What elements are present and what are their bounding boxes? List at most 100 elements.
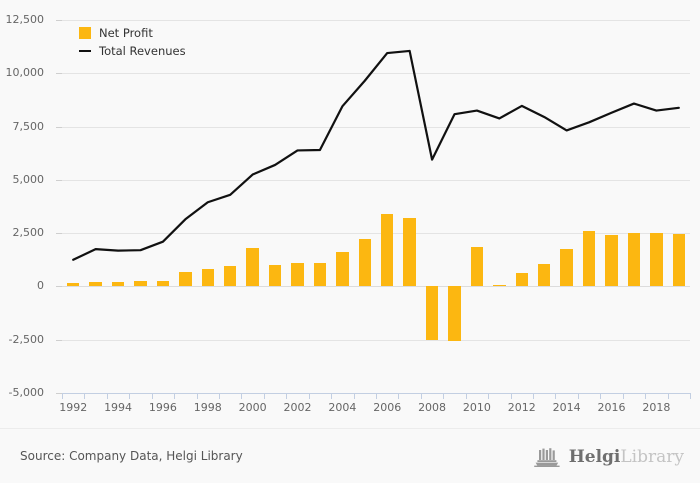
gridline-10000 [62, 73, 690, 75]
x-tick-mark-8 [241, 393, 243, 399]
x-tick-label-2010: 2010 [462, 401, 491, 414]
x-tick-label-2004: 2004 [328, 401, 357, 414]
bar-1992[interactable] [66, 283, 80, 287]
x-tick-mark-1 [84, 393, 86, 399]
bar-2015[interactable] [582, 231, 596, 287]
y-tick-label-2500: 2,500 [12, 226, 45, 240]
gridline--2500 [62, 339, 690, 341]
x-tick-label-2018: 2018 [642, 401, 671, 414]
bar-2013[interactable] [537, 264, 551, 287]
x-tick-mark-9 [263, 393, 265, 399]
bar-2000[interactable] [246, 248, 259, 287]
gridline-7500 [62, 126, 690, 128]
bar-2008[interactable] [425, 286, 439, 341]
brand-name-light: Library [620, 447, 684, 467]
bar-1993[interactable] [89, 281, 102, 287]
bar-2001[interactable] [268, 265, 282, 287]
x-tick-mark-27 [667, 393, 669, 399]
gridline-0 [62, 286, 690, 288]
bar-1996[interactable] [156, 281, 170, 287]
bar-2005[interactable] [358, 239, 372, 287]
x-tick-mark-13 [353, 393, 355, 399]
bar-2006[interactable] [380, 213, 394, 287]
x-tick-label-1994: 1994 [104, 401, 133, 414]
source-caption: Source: Company Data, Helgi Library [20, 449, 243, 463]
x-tick-label-1996: 1996 [148, 401, 177, 414]
x-tick-mark-19 [488, 393, 490, 399]
y-tick-mark-7500 [56, 126, 62, 128]
x-tick-mark-6 [196, 393, 198, 399]
x-tick-mark-24 [600, 393, 602, 399]
bar-1998[interactable] [201, 268, 215, 287]
x-tick-mark-12 [331, 393, 333, 399]
brand-wordmark: HelgiLibrary [569, 448, 684, 466]
bar-1997[interactable] [179, 271, 192, 287]
gridline-5000 [62, 179, 690, 181]
legend-item-total-revenues[interactable]: Total Revenues [79, 42, 186, 60]
bar-2011[interactable] [493, 285, 506, 287]
y-tick-label-5000: 5,000 [12, 172, 45, 186]
x-tick-mark-28 [690, 393, 691, 399]
bar-1999[interactable] [223, 265, 237, 287]
bar-2003[interactable] [313, 262, 327, 287]
total-revenues-line [72, 49, 680, 261]
x-tick-mark-0 [62, 393, 63, 399]
bar-2004[interactable] [336, 251, 349, 287]
y-tick-mark-0 [56, 286, 62, 288]
bar-2016[interactable] [605, 234, 618, 287]
x-tick-mark-15 [398, 393, 400, 399]
x-tick-mark-14 [376, 393, 377, 399]
x-tick-mark-10 [286, 393, 288, 399]
bar-1995[interactable] [134, 280, 147, 287]
x-tick-mark-21 [533, 393, 534, 399]
x-tick-mark-20 [510, 393, 512, 399]
x-tick-mark-22 [555, 393, 557, 399]
x-tick-mark-3 [129, 393, 131, 399]
y-tick-label-7500: 7,500 [12, 119, 45, 133]
gridline-2500 [62, 233, 690, 235]
y-tick-label-0: 0 [37, 279, 44, 293]
x-tick-mark-26 [645, 393, 647, 399]
bar-2012[interactable] [515, 273, 529, 287]
y-tick-label--2500: -2,500 [8, 332, 44, 346]
legend-label-net-profit: Net Profit [99, 26, 153, 40]
x-tick-label-2008: 2008 [418, 401, 447, 414]
footer-divider [0, 428, 700, 429]
bar-2007[interactable] [403, 217, 416, 287]
y-tick-mark-10000 [56, 73, 62, 75]
legend-swatch-square-icon [79, 27, 91, 39]
legend-item-net-profit[interactable]: Net Profit [79, 24, 186, 42]
bar-2017[interactable] [627, 232, 641, 287]
bar-2019[interactable] [672, 233, 686, 287]
x-tick-label-2000: 2000 [238, 401, 267, 414]
plot-area [56, 20, 690, 394]
x-tick-mark-16 [420, 393, 422, 399]
y-tick-mark--2500 [56, 339, 62, 341]
x-tick-label-1992: 1992 [59, 401, 88, 414]
legend-label-total-revenues: Total Revenues [99, 44, 186, 58]
x-tick-mark-5 [174, 393, 176, 399]
x-tick-mark-23 [577, 393, 579, 399]
x-tick-mark-4 [151, 393, 153, 399]
library-building-icon [533, 448, 560, 467]
y-tick-label-10000: 10,000 [5, 66, 45, 80]
x-tick-label-2012: 2012 [507, 401, 536, 414]
bar-2018[interactable] [650, 233, 663, 287]
x-tick-mark-25 [622, 393, 624, 399]
y-tick-label-12500: 12,500 [5, 13, 45, 26]
bar-2010[interactable] [470, 246, 484, 287]
bar-2002[interactable] [291, 263, 304, 287]
x-tick-mark-11 [308, 393, 310, 399]
bar-2009[interactable] [448, 286, 461, 341]
y-tick-label--5000: -5,000 [8, 386, 44, 399]
bar-1994[interactable] [111, 281, 125, 287]
gridline-12500 [62, 20, 690, 21]
x-tick-mark-18 [465, 393, 467, 399]
helgi-library-logo[interactable]: HelgiLibrary [533, 446, 684, 468]
y-tick-mark--5000 [56, 393, 62, 394]
y-tick-mark-2500 [56, 233, 62, 235]
x-tick-mark-17 [443, 393, 445, 399]
x-axis: 1992 1994 1996 1998 2000 2002 2004 2006 2008 2010… [59, 393, 691, 423]
bar-2014[interactable] [560, 248, 573, 287]
